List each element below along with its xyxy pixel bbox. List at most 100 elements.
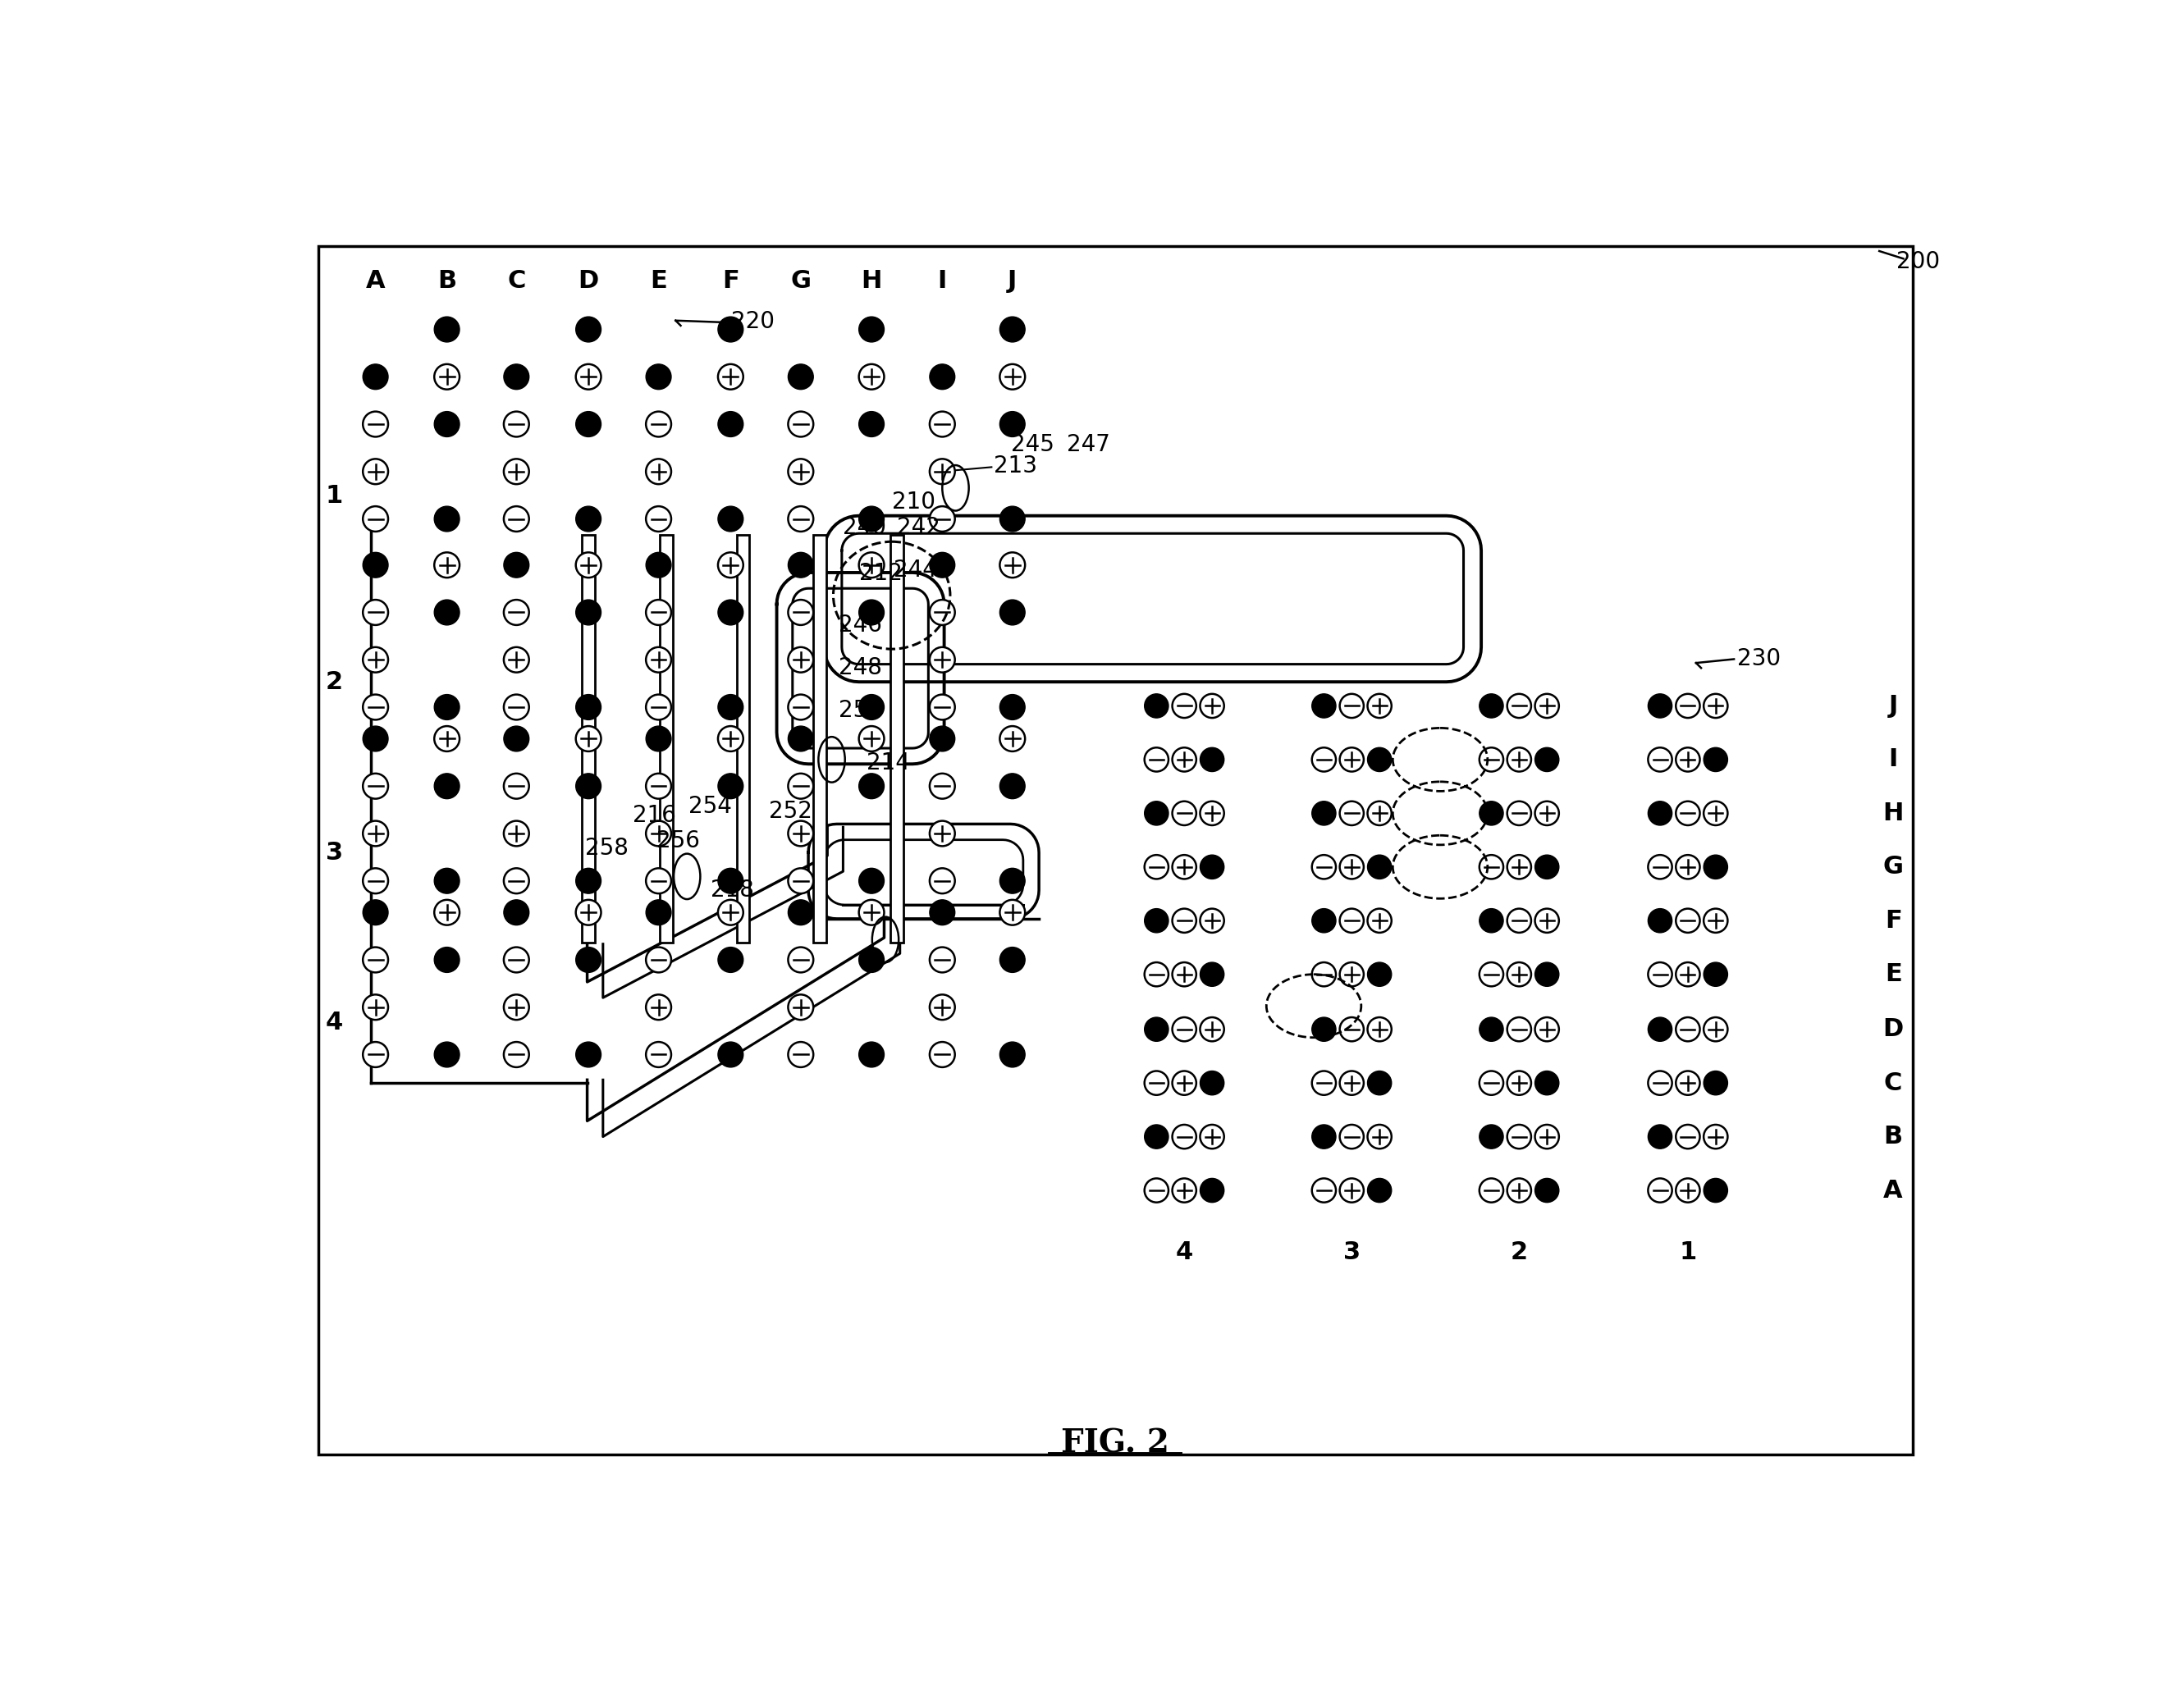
Circle shape <box>1506 962 1530 986</box>
Circle shape <box>860 900 884 926</box>
Circle shape <box>1506 856 1530 880</box>
Text: F: F <box>723 268 740 292</box>
Circle shape <box>718 900 742 926</box>
Circle shape <box>788 600 814 625</box>
Circle shape <box>433 412 459 437</box>
Circle shape <box>503 364 529 389</box>
Circle shape <box>1145 1071 1169 1095</box>
Circle shape <box>1480 748 1504 772</box>
Text: 4: 4 <box>1176 1240 1193 1264</box>
Circle shape <box>1705 1018 1729 1042</box>
Circle shape <box>788 647 814 673</box>
Circle shape <box>1171 693 1197 717</box>
Circle shape <box>1367 1018 1391 1042</box>
Text: J: J <box>1008 268 1017 292</box>
Circle shape <box>647 552 671 577</box>
Circle shape <box>364 994 388 1020</box>
Circle shape <box>1171 748 1197 772</box>
Circle shape <box>503 459 529 483</box>
Circle shape <box>788 868 814 893</box>
Circle shape <box>364 726 388 752</box>
Circle shape <box>1367 748 1391 772</box>
Circle shape <box>1200 962 1223 986</box>
Circle shape <box>1705 1124 1729 1149</box>
Circle shape <box>1367 909 1391 933</box>
Circle shape <box>575 600 601 625</box>
Circle shape <box>647 900 671 926</box>
Circle shape <box>433 695 459 719</box>
Circle shape <box>1506 801 1530 825</box>
Circle shape <box>503 774 529 799</box>
Circle shape <box>718 552 742 577</box>
Circle shape <box>575 900 601 926</box>
Circle shape <box>999 948 1025 972</box>
Circle shape <box>1506 748 1530 772</box>
Circle shape <box>1480 856 1504 880</box>
Circle shape <box>575 552 601 577</box>
Text: 242: 242 <box>897 516 940 538</box>
Circle shape <box>1200 856 1223 880</box>
Circle shape <box>1367 1179 1391 1202</box>
Circle shape <box>1535 1071 1559 1095</box>
Text: 216: 216 <box>634 804 677 827</box>
Text: 214: 214 <box>866 752 910 774</box>
Circle shape <box>930 900 956 926</box>
Circle shape <box>788 506 814 531</box>
Circle shape <box>1648 962 1672 986</box>
Circle shape <box>1313 801 1337 825</box>
Circle shape <box>1313 856 1337 880</box>
Circle shape <box>860 316 884 342</box>
Circle shape <box>788 994 814 1020</box>
Circle shape <box>860 506 884 531</box>
Circle shape <box>1705 856 1729 880</box>
Text: D: D <box>1883 1018 1903 1042</box>
Circle shape <box>1480 801 1504 825</box>
Text: E: E <box>1885 962 1903 986</box>
Circle shape <box>1676 909 1700 933</box>
Circle shape <box>1145 962 1169 986</box>
Circle shape <box>503 948 529 972</box>
Text: 247: 247 <box>1067 434 1110 456</box>
Text: 218: 218 <box>710 880 753 902</box>
Circle shape <box>860 948 884 972</box>
Circle shape <box>788 822 814 845</box>
Bar <box>738 535 749 943</box>
Circle shape <box>1535 1124 1559 1149</box>
Circle shape <box>503 412 529 437</box>
Circle shape <box>1200 1179 1223 1202</box>
Circle shape <box>930 822 956 845</box>
Circle shape <box>1313 1179 1337 1202</box>
Circle shape <box>999 695 1025 719</box>
Circle shape <box>999 364 1025 389</box>
Circle shape <box>1367 1124 1391 1149</box>
Circle shape <box>647 868 671 893</box>
Circle shape <box>1200 801 1223 825</box>
Circle shape <box>860 600 884 625</box>
Text: 2: 2 <box>327 670 344 693</box>
Circle shape <box>1200 1124 1223 1149</box>
Text: C: C <box>1883 1071 1903 1095</box>
Circle shape <box>1367 962 1391 986</box>
Text: 1: 1 <box>327 483 344 507</box>
Circle shape <box>999 316 1025 342</box>
Circle shape <box>1145 909 1169 933</box>
Circle shape <box>860 868 884 893</box>
Circle shape <box>1535 909 1559 933</box>
Text: 246: 246 <box>838 613 882 637</box>
Text: 200: 200 <box>1896 251 1940 273</box>
Circle shape <box>1313 748 1337 772</box>
Circle shape <box>1480 1124 1504 1149</box>
Circle shape <box>1313 693 1337 717</box>
Circle shape <box>1171 856 1197 880</box>
Circle shape <box>860 695 884 719</box>
Circle shape <box>930 1042 956 1068</box>
Text: G: G <box>790 268 812 292</box>
Circle shape <box>364 900 388 926</box>
Circle shape <box>647 822 671 845</box>
Circle shape <box>575 695 601 719</box>
Circle shape <box>718 726 742 752</box>
Circle shape <box>1676 693 1700 717</box>
Circle shape <box>433 726 459 752</box>
Circle shape <box>860 364 884 389</box>
Circle shape <box>930 600 956 625</box>
